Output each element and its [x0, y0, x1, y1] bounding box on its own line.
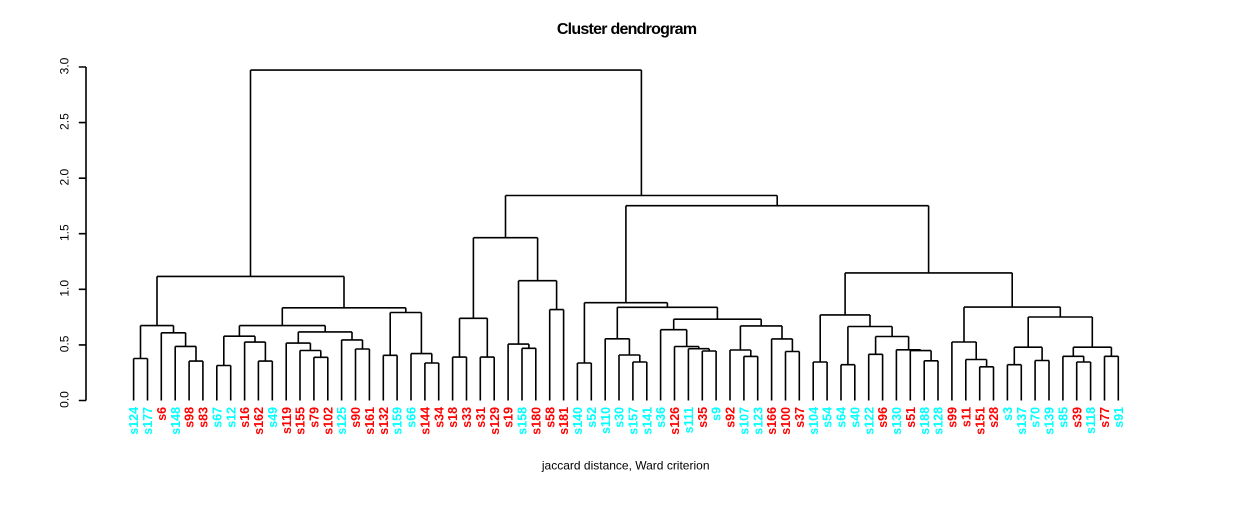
- svg-text:s111: s111: [682, 407, 696, 433]
- svg-text:s141: s141: [640, 407, 654, 435]
- svg-text:s122: s122: [862, 407, 876, 435]
- svg-text:s52: s52: [585, 407, 599, 428]
- svg-text:s102: s102: [321, 407, 335, 435]
- svg-text:s177: s177: [141, 407, 155, 435]
- svg-text:s67: s67: [210, 407, 224, 428]
- svg-text:s166: s166: [765, 407, 779, 435]
- svg-text:s130: s130: [890, 407, 904, 435]
- svg-text:s16: s16: [238, 407, 252, 428]
- svg-text:s104: s104: [807, 407, 821, 435]
- svg-text:s34: s34: [432, 407, 446, 428]
- svg-text:s144: s144: [418, 407, 432, 435]
- svg-text:3.0: 3.0: [58, 57, 72, 74]
- svg-text:s158: s158: [516, 407, 530, 435]
- svg-text:s140: s140: [571, 407, 585, 435]
- svg-text:s188: s188: [918, 407, 932, 435]
- svg-text:s49: s49: [266, 407, 280, 428]
- svg-text:s155: s155: [294, 407, 308, 435]
- svg-text:s181: s181: [557, 407, 571, 435]
- svg-text:s162: s162: [252, 407, 266, 435]
- svg-text:s31: s31: [474, 407, 488, 428]
- svg-text:s99: s99: [945, 407, 959, 428]
- svg-text:2.0: 2.0: [58, 169, 72, 186]
- svg-text:s161: s161: [363, 407, 377, 435]
- svg-text:s66: s66: [405, 407, 419, 428]
- svg-text:s33: s33: [460, 407, 474, 428]
- svg-text:s28: s28: [987, 407, 1001, 428]
- svg-text:s90: s90: [349, 407, 363, 428]
- svg-text:s124: s124: [127, 407, 141, 435]
- svg-text:s100: s100: [779, 407, 793, 435]
- svg-text:s64: s64: [835, 407, 849, 428]
- svg-text:s35: s35: [696, 407, 710, 428]
- svg-text:s128: s128: [932, 407, 946, 435]
- svg-text:s119: s119: [280, 407, 294, 434]
- svg-text:s58: s58: [543, 407, 557, 428]
- svg-text:0.5: 0.5: [58, 335, 72, 352]
- svg-text:s96: s96: [876, 407, 890, 428]
- svg-text:s148: s148: [169, 407, 183, 435]
- svg-text:1.5: 1.5: [58, 224, 72, 241]
- svg-text:s126: s126: [668, 407, 682, 435]
- svg-text:s159: s159: [391, 407, 405, 435]
- svg-text:0.0: 0.0: [58, 391, 72, 408]
- svg-text:s123: s123: [751, 407, 765, 435]
- svg-text:s107: s107: [737, 407, 751, 435]
- svg-text:s6: s6: [155, 407, 169, 421]
- svg-text:1.0: 1.0: [58, 280, 72, 297]
- svg-text:s54: s54: [821, 407, 835, 428]
- svg-text:s3: s3: [1001, 407, 1015, 421]
- svg-text:s132: s132: [377, 407, 391, 435]
- svg-text:s85: s85: [1056, 407, 1070, 428]
- svg-text:s18: s18: [446, 407, 460, 428]
- svg-text:s139: s139: [1043, 407, 1057, 435]
- svg-text:s91: s91: [1112, 407, 1126, 428]
- svg-text:s39: s39: [1070, 407, 1084, 428]
- svg-text:jaccard distance, Ward criteri: jaccard distance, Ward criterion: [541, 458, 710, 472]
- svg-text:s70: s70: [1029, 407, 1043, 428]
- svg-text:s118: s118: [1084, 407, 1098, 434]
- svg-text:s98: s98: [183, 407, 197, 428]
- svg-text:s129: s129: [488, 407, 502, 435]
- svg-text:s77: s77: [1098, 407, 1112, 428]
- svg-text:s30: s30: [613, 407, 627, 428]
- svg-text:s79: s79: [307, 407, 321, 428]
- svg-text:s157: s157: [626, 407, 640, 435]
- svg-text:s12: s12: [224, 407, 238, 428]
- svg-text:s51: s51: [904, 407, 918, 428]
- svg-text:Cluster dendrogram: Cluster dendrogram: [557, 21, 697, 38]
- svg-text:s40: s40: [848, 407, 862, 428]
- svg-text:s180: s180: [529, 407, 543, 435]
- svg-text:s125: s125: [335, 407, 349, 435]
- svg-text:s83: s83: [196, 407, 210, 428]
- svg-text:s9: s9: [710, 407, 724, 421]
- svg-text:s37: s37: [793, 407, 807, 428]
- svg-text:s110: s110: [599, 407, 613, 434]
- svg-text:s92: s92: [724, 407, 738, 428]
- svg-text:s151: s151: [973, 407, 987, 435]
- svg-text:s11: s11: [959, 407, 973, 427]
- svg-text:s137: s137: [1015, 407, 1029, 435]
- svg-text:s19: s19: [502, 407, 516, 428]
- svg-text:2.5: 2.5: [58, 113, 72, 130]
- svg-text:s36: s36: [654, 407, 668, 428]
